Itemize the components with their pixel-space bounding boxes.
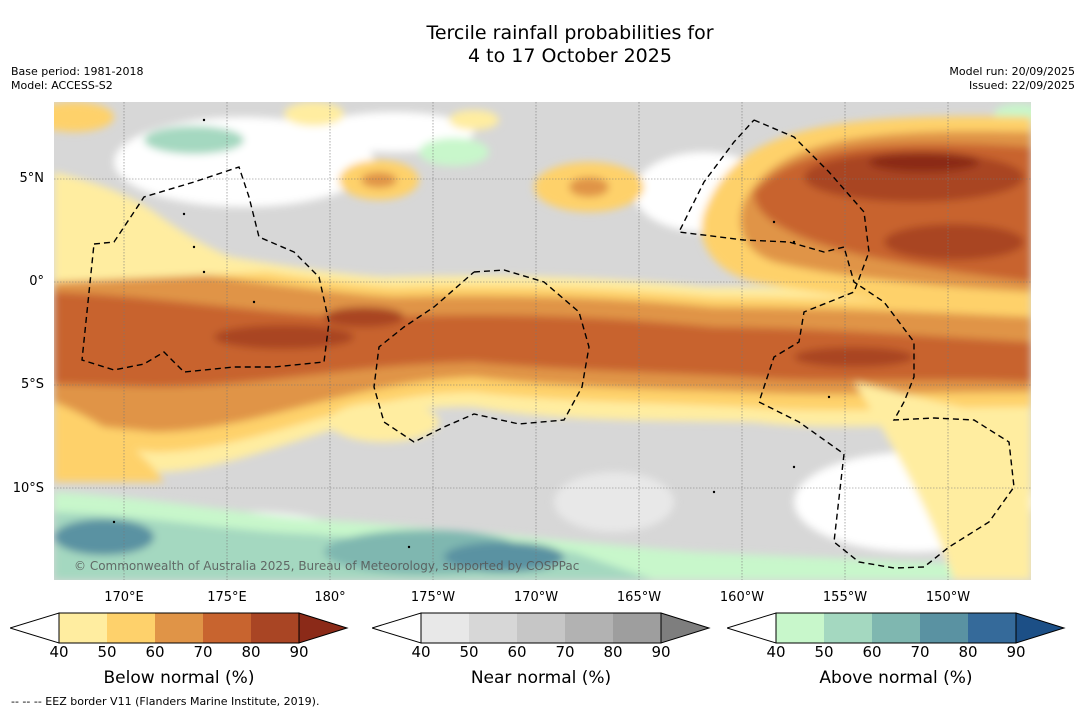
colorbar-above bbox=[727, 612, 1066, 644]
meta-left: Base period: 1981-2018 Model: ACCESS-S2 bbox=[11, 65, 143, 93]
lat-label-10s: 10°S bbox=[12, 481, 44, 496]
lat-label-0: 0° bbox=[29, 274, 44, 289]
map-title: Tercile rainfall probabilities for 4 to … bbox=[426, 22, 714, 67]
cb-above-tick: 40 bbox=[766, 643, 786, 661]
cb-above-tick: 90 bbox=[1006, 643, 1026, 661]
cb-near-tick: 50 bbox=[459, 643, 479, 661]
cb-near-tick: 60 bbox=[507, 643, 527, 661]
cb-below-title: Below normal (%) bbox=[103, 668, 255, 688]
probability-map: © Commonwealth of Australia 2025, Bureau… bbox=[54, 102, 1031, 580]
cb-above-tick: 50 bbox=[814, 643, 834, 661]
lon-label-160w: 160°W bbox=[719, 590, 765, 605]
cb-below-tick: 80 bbox=[241, 643, 261, 661]
cb-near-title: Near normal (%) bbox=[470, 668, 612, 688]
cb-below-tick: 70 bbox=[193, 643, 213, 661]
lon-label-165w: 165°W bbox=[616, 590, 662, 605]
lon-label-170e: 170°E bbox=[104, 590, 144, 605]
lon-label-155w: 155°W bbox=[822, 590, 868, 605]
eez-borders bbox=[81, 119, 1015, 569]
eez-footnote: -- -- -- EEZ border V11 (Flanders Marine… bbox=[11, 695, 320, 708]
lon-label-175w: 175°W bbox=[410, 590, 456, 605]
cb-above-tick: 70 bbox=[910, 643, 930, 661]
lon-label-175e: 175°E bbox=[207, 590, 247, 605]
base-period: Base period: 1981-2018 bbox=[11, 65, 144, 78]
island-dots bbox=[112, 118, 831, 549]
model-name: Model: ACCESS-S2 bbox=[11, 79, 113, 92]
cb-below-tick: 90 bbox=[289, 643, 309, 661]
colorbar-below bbox=[10, 612, 349, 644]
copyright-text: © Commonwealth of Australia 2025, Bureau… bbox=[74, 559, 579, 573]
meta-right: Model run: 20/09/2025 Issued: 22/09/2025 bbox=[949, 65, 1075, 93]
cb-above-tick: 80 bbox=[958, 643, 978, 661]
cb-near-tick: 80 bbox=[603, 643, 623, 661]
lon-label-180: 180° bbox=[314, 590, 346, 605]
cb-below-tick: 50 bbox=[97, 643, 117, 661]
lat-label-5n: 5°N bbox=[19, 171, 45, 186]
issued-date: Issued: 22/09/2025 bbox=[968, 79, 1075, 92]
cb-above-title: Above normal (%) bbox=[819, 668, 973, 688]
gridlines bbox=[54, 102, 1031, 580]
colorbar-near bbox=[372, 612, 711, 644]
rain-fields bbox=[54, 102, 1031, 580]
lon-label-150w: 150°W bbox=[925, 590, 971, 605]
cb-near-tick: 40 bbox=[411, 643, 431, 661]
cb-near-tick: 70 bbox=[555, 643, 575, 661]
lat-label-5s: 5°S bbox=[20, 377, 44, 392]
model-run: Model run: 20/09/2025 bbox=[949, 65, 1075, 78]
cb-below-tick: 40 bbox=[49, 643, 69, 661]
cb-below-tick: 60 bbox=[145, 643, 165, 661]
lon-label-170w: 170°W bbox=[513, 590, 559, 605]
cb-above-tick: 60 bbox=[862, 643, 882, 661]
cb-near-tick: 90 bbox=[651, 643, 671, 661]
